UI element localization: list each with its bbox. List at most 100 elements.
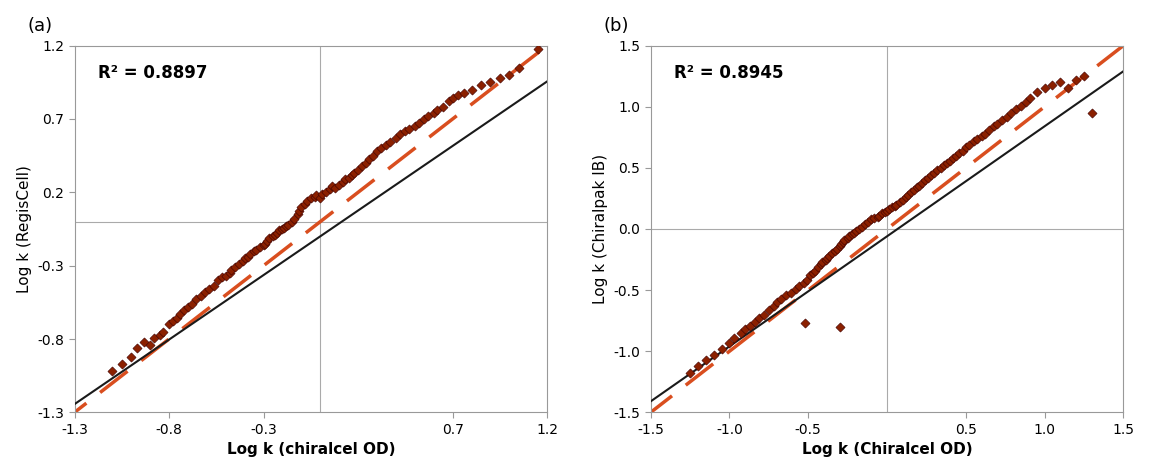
Point <box>307 191 326 199</box>
Point <box>330 181 349 189</box>
Point <box>277 222 296 230</box>
Point <box>760 306 778 313</box>
Point <box>128 344 146 352</box>
Point <box>213 273 231 281</box>
Point <box>908 183 927 191</box>
Point <box>290 208 308 215</box>
Point <box>1043 81 1061 89</box>
Point <box>151 331 169 338</box>
Point <box>455 89 473 96</box>
Point <box>735 326 754 333</box>
Point <box>360 155 379 163</box>
Point <box>988 120 1006 128</box>
Point <box>234 257 252 265</box>
Point <box>844 230 862 237</box>
Point <box>205 283 223 290</box>
Point <box>866 214 884 222</box>
Point <box>387 134 405 142</box>
Point <box>305 193 323 201</box>
Point <box>390 130 409 137</box>
Point <box>399 126 418 133</box>
Point <box>251 243 269 250</box>
Point <box>104 367 122 375</box>
Point <box>981 126 999 134</box>
Point <box>283 218 302 226</box>
Point <box>1075 73 1093 80</box>
Point <box>528 45 547 52</box>
Point <box>463 86 481 93</box>
Point <box>818 255 837 262</box>
Point <box>935 162 953 169</box>
Point <box>246 246 265 253</box>
Point <box>831 323 849 330</box>
Point <box>113 360 131 368</box>
Point <box>443 95 462 102</box>
Point <box>510 64 528 72</box>
Point <box>803 269 822 277</box>
Point <box>449 91 467 99</box>
Point <box>220 269 238 277</box>
Point <box>786 285 805 292</box>
Point <box>322 182 341 190</box>
Point <box>145 334 163 341</box>
Point <box>825 247 844 255</box>
Point <box>913 179 931 186</box>
Point <box>302 194 320 202</box>
Point <box>1007 105 1026 113</box>
Point <box>862 215 881 223</box>
Point <box>239 253 258 261</box>
Point <box>893 196 912 203</box>
Point <box>284 215 303 222</box>
Point <box>440 98 458 105</box>
Point <box>922 172 940 179</box>
Point <box>931 164 950 172</box>
Point <box>777 291 795 299</box>
Point <box>267 229 285 237</box>
Point <box>891 198 909 206</box>
Point <box>993 117 1012 124</box>
Point <box>696 356 715 364</box>
Point <box>209 276 228 284</box>
Point <box>806 267 824 274</box>
Point <box>226 264 244 271</box>
Point <box>876 208 894 216</box>
Point <box>275 224 294 231</box>
Point <box>257 240 275 247</box>
Point <box>334 178 352 186</box>
Point <box>985 122 1004 130</box>
Point <box>343 171 361 179</box>
Text: (a): (a) <box>28 17 53 35</box>
Point <box>859 218 877 226</box>
Point <box>183 300 201 308</box>
Point <box>916 176 935 184</box>
Point <box>794 279 813 287</box>
Point <box>883 203 901 211</box>
Point <box>940 157 959 164</box>
Point <box>260 234 279 242</box>
Point <box>254 241 273 249</box>
Point <box>1067 76 1085 83</box>
Point <box>336 175 355 183</box>
Point <box>472 82 490 89</box>
Point <box>885 202 904 210</box>
Point <box>951 149 969 157</box>
Point <box>746 318 764 326</box>
Point <box>1083 109 1102 117</box>
Point <box>918 174 937 182</box>
Point <box>838 234 856 241</box>
Point <box>741 322 760 329</box>
Point <box>222 266 241 274</box>
Point <box>938 159 956 167</box>
Point <box>814 258 832 266</box>
Point <box>186 296 205 303</box>
Point <box>833 238 852 246</box>
Point <box>317 189 335 196</box>
Point <box>345 169 364 177</box>
Y-axis label: Log k (Chiralpak IB): Log k (Chiralpak IB) <box>593 154 608 304</box>
Point <box>1012 102 1030 109</box>
Point <box>122 353 140 360</box>
X-axis label: Log k (Chiralcel OD): Log k (Chiralcel OD) <box>802 442 973 457</box>
Point <box>405 122 424 130</box>
Point <box>352 162 371 170</box>
Point <box>434 103 452 111</box>
